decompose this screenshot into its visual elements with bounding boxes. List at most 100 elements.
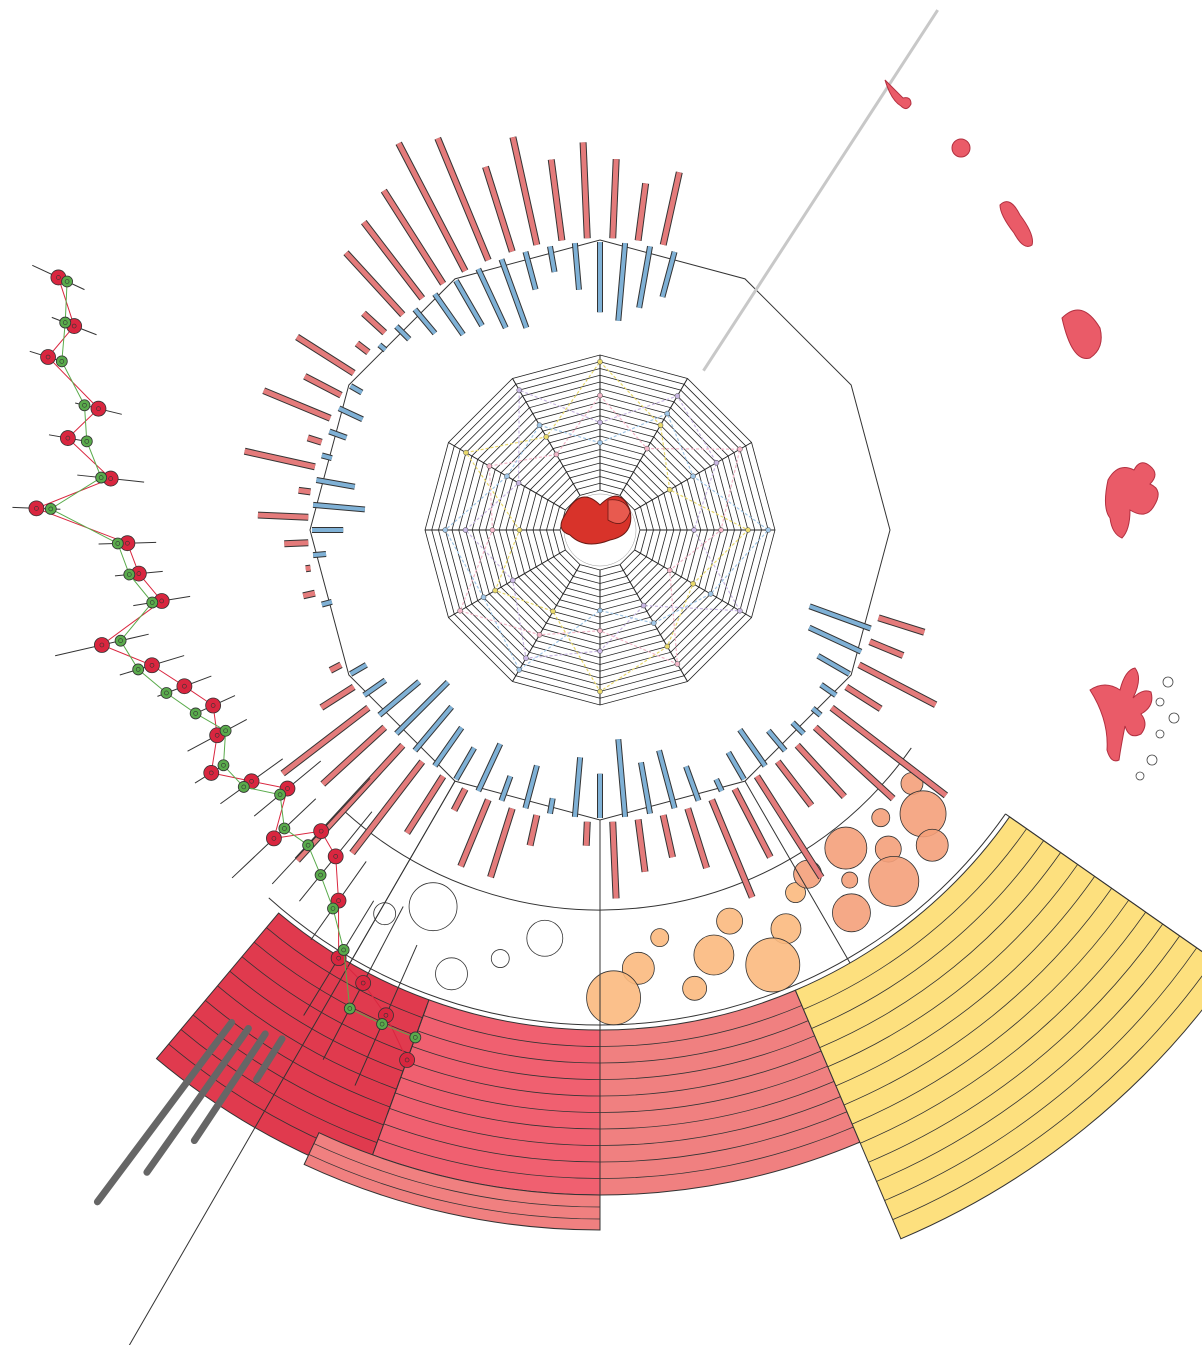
blue-bar-53 <box>660 251 677 298</box>
blue-bar-9 <box>714 778 724 792</box>
radar-point <box>597 392 603 399</box>
scatter-point-red-11 <box>144 657 160 674</box>
radar-point <box>597 419 603 426</box>
red-bar-26 <box>320 684 356 710</box>
band-line <box>599 1096 841 1146</box>
radar-point <box>651 620 657 626</box>
red-bar-14 <box>610 821 619 899</box>
scatter-point-green-23 <box>343 1002 356 1015</box>
scatter-point-green-14 <box>219 724 232 737</box>
bubble-0-3 <box>408 882 458 932</box>
bubble-1-8 <box>586 970 642 1026</box>
band-line <box>383 1123 601 1163</box>
scatter-point-core <box>59 359 65 364</box>
scatter-point-core <box>347 1006 353 1011</box>
radar-point <box>666 567 673 573</box>
bubble-2-5 <box>868 855 920 907</box>
red-bar-15 <box>583 821 590 846</box>
band-line <box>599 1065 828 1113</box>
scatter-point-core <box>149 662 155 668</box>
scatter-point-core <box>98 475 104 480</box>
scatter-line-chart <box>12 264 428 1115</box>
red-bar-53 <box>660 171 682 246</box>
red-bar-0 <box>877 615 926 635</box>
radar-point <box>644 445 650 452</box>
blue-bar-46 <box>499 258 529 329</box>
band-line <box>400 1076 601 1113</box>
blue-bar-1 <box>808 625 862 654</box>
scatter-point-green-18 <box>278 822 291 835</box>
red-bar-35 <box>244 448 316 470</box>
band-line <box>599 1035 815 1080</box>
band-line <box>868 923 1164 1163</box>
bubble-sectors <box>268 747 1006 1026</box>
band-line <box>417 1030 601 1064</box>
scatter-point-red-6 <box>28 500 45 517</box>
radar-point <box>536 422 543 428</box>
blue-bar-42 <box>413 308 437 335</box>
bubble-0-2 <box>435 957 468 991</box>
scatter-point-core <box>341 947 346 953</box>
long-ray <box>128 780 456 1345</box>
scatter-point-core <box>34 506 39 511</box>
scatter-point-core <box>318 828 324 834</box>
blue-bar-45 <box>476 268 508 329</box>
frame-lines <box>128 9 1202 1345</box>
blue-bar-25 <box>362 678 387 697</box>
red-bar-25 <box>281 705 370 776</box>
outer-bars <box>243 136 949 899</box>
red-bar-9 <box>732 787 773 859</box>
radar-point <box>737 446 743 452</box>
red-bar-2 <box>857 662 937 707</box>
red-bar-52 <box>635 183 649 241</box>
scatter-point-core <box>64 279 70 284</box>
blue-bar-13 <box>616 739 628 818</box>
scatter-point-green-9 <box>146 596 159 609</box>
anemone-icon <box>1104 462 1159 539</box>
bubble-dot-icon-4 <box>1146 754 1158 766</box>
bubble-2-8 <box>832 893 871 933</box>
scatter-point-green-10 <box>114 634 127 647</box>
red-bar-41 <box>361 311 387 335</box>
bubble-2-1 <box>899 790 947 838</box>
scatter-point-core <box>125 540 130 546</box>
red-bar-39 <box>295 334 356 376</box>
band-line <box>599 1126 854 1179</box>
scatter-point-green-12 <box>160 687 173 699</box>
band-3 <box>794 816 1202 1240</box>
scatter-point-red-13 <box>205 697 222 714</box>
radar-point <box>597 607 603 614</box>
scatter-point-red-15 <box>203 765 220 781</box>
scatter-point-core <box>277 792 283 797</box>
blue-bar-41 <box>394 324 411 341</box>
scatter-point-green-19 <box>302 839 315 852</box>
coral-icon <box>1089 667 1153 762</box>
scatter-point-core <box>65 435 71 441</box>
radar-axis-7 <box>512 564 581 682</box>
scatter-point-green-8 <box>123 568 136 581</box>
radar-point <box>597 688 603 695</box>
red-bar-49 <box>548 159 565 241</box>
radar-point <box>536 632 543 638</box>
radar-point <box>664 410 670 417</box>
bubble-2-3 <box>871 808 891 828</box>
radar-point <box>745 527 751 533</box>
scatter-point-core <box>208 770 214 776</box>
band-line <box>308 1154 601 1220</box>
red-bar-45 <box>396 142 468 273</box>
bubble-0-0 <box>526 919 564 957</box>
scatter-point-core <box>99 642 105 648</box>
red-bar-13 <box>635 819 648 873</box>
scatter-point-green-5 <box>95 471 108 484</box>
band-line <box>892 975 1202 1221</box>
red-bar-4 <box>830 705 948 798</box>
bubble-1-0 <box>785 882 806 904</box>
radar-point <box>718 527 724 533</box>
radar-point <box>486 463 493 469</box>
scatter-point-core <box>136 571 142 576</box>
red-bar-10 <box>709 798 755 899</box>
scatter-point-core <box>404 1057 410 1063</box>
scatter-point-red-2 <box>40 349 56 365</box>
scatter-point-core <box>149 600 155 605</box>
scatter-point-red-20 <box>327 848 344 865</box>
